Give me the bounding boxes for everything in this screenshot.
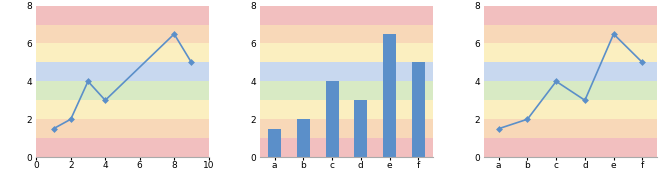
Bar [260,24,433,44]
Bar [484,62,657,81]
Bar [36,62,209,81]
Bar [484,81,657,100]
Bar [484,6,657,24]
Bar [484,24,657,44]
Bar [260,119,433,138]
Bar [260,62,433,81]
Bar [260,6,433,24]
Bar [412,62,425,157]
Bar [36,119,209,138]
Bar [260,100,433,119]
Bar [297,119,310,157]
Bar [36,138,209,157]
Bar [484,119,657,138]
Bar [484,138,657,157]
Bar [383,34,396,157]
Bar [260,44,433,62]
Bar [268,129,281,157]
Bar [36,24,209,44]
Bar [36,81,209,100]
Bar [354,100,368,157]
Bar [36,44,209,62]
Bar [484,100,657,119]
Bar [484,44,657,62]
Bar [36,6,209,24]
Bar [260,81,433,100]
Bar [260,138,433,157]
Bar [325,81,339,157]
Bar [36,100,209,119]
